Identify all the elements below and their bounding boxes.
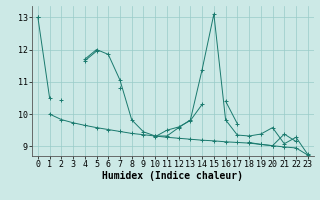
- X-axis label: Humidex (Indice chaleur): Humidex (Indice chaleur): [102, 171, 243, 181]
